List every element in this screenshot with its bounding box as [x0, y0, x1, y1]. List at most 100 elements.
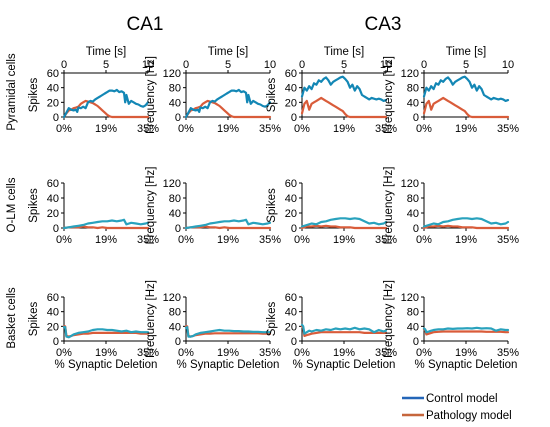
y-tick-label: 20 — [285, 321, 297, 333]
header-ca3: CA3 — [365, 14, 402, 35]
series-line-control — [184, 218, 272, 230]
x-tick-label: 19% — [217, 347, 239, 359]
y-tick-label: 40 — [169, 208, 181, 220]
series-line-control — [62, 326, 150, 339]
time-tick-label: 10 — [142, 59, 154, 71]
y-tick-label: 120 — [163, 178, 181, 190]
panel-ca3-o-lm-cellsspikes: 0 20 40 60 Spikes 0% 19% 35% — [266, 178, 397, 246]
series-line-pathology — [300, 224, 388, 230]
x-tick-label: 19% — [217, 123, 239, 135]
x-tick-label: 35% — [259, 347, 281, 359]
y-axis-label: Spikes — [28, 77, 40, 112]
x-tick-label: 35% — [375, 347, 397, 359]
x-tick-label: 0% — [178, 347, 194, 359]
x-tick-label: 0% — [294, 234, 310, 246]
panel-ca3-pyramidal-cellsspikes: 0 20 40 60 Spikes 0% 19% 35% 0 5 10 Time [s] — [266, 46, 397, 135]
y-tick-label: 40 — [407, 97, 419, 109]
y-tick-label: 80 — [169, 83, 181, 95]
time-axis-label: Time [s] — [446, 46, 486, 58]
y-tick-label: 20 — [285, 208, 297, 220]
panel-ca1-pyramidal-cellsfrequency-hz: 0 40 80 120 Frequency [Hz] 0% 19% 35% 0 5 10 Time [… — [145, 46, 281, 135]
x-tick-label: 0% — [178, 234, 194, 246]
series-line-control — [184, 326, 272, 338]
y-axis-label: Frequency [Hz] — [383, 280, 395, 358]
y-axis-label: Frequency [Hz] — [145, 56, 157, 134]
x-tick-label: 35% — [259, 123, 281, 135]
y-tick-label: 40 — [285, 193, 297, 205]
panel-ca1-o-lm-cellsspikes: 0 20 40 60 Spikes 0% 19% 35% — [28, 178, 159, 246]
legend-label-pathology: Pathology model — [426, 410, 512, 422]
series-line-pathology — [422, 224, 510, 230]
panel-ca1-pyramidal-cellsspikes: 0 20 40 60 Spikes 0% 19% 35% 0 5 10 Time [s] — [28, 46, 159, 135]
x-tick-label: 19% — [455, 123, 477, 135]
legend-label-control: Control model — [426, 393, 498, 405]
panel-ca3-pyramidal-cellsfrequency-hz: 0 40 80 120 Frequency [Hz] 0% 19% 35% 0 5 10 Time [… — [383, 46, 519, 135]
y-tick-label: 0 — [291, 336, 297, 348]
x-tick-label: 0% — [416, 123, 432, 135]
y-tick-label: 80 — [407, 193, 419, 205]
x-tick-label: 35% — [497, 123, 519, 135]
y-tick-label: 40 — [407, 208, 419, 220]
time-tick-label: 10 — [380, 59, 392, 71]
y-tick-label: 0 — [291, 112, 297, 124]
x-tick-label: 19% — [217, 234, 239, 246]
row-label-pyramidal: Pyramidal cells — [6, 53, 18, 131]
y-tick-label: 120 — [401, 178, 419, 190]
y-tick-label: 120 — [163, 292, 181, 304]
x-tick-label: 19% — [455, 347, 477, 359]
x-tick-label: 19% — [333, 347, 355, 359]
y-tick-label: 20 — [285, 97, 297, 109]
x-tick-label: 35% — [497, 347, 519, 359]
series-line-pathology — [62, 99, 150, 119]
time-tick-label: 0 — [421, 59, 427, 71]
y-tick-label: 60 — [47, 292, 59, 304]
series-line-control — [62, 218, 150, 230]
y-axis-label: Frequency [Hz] — [145, 280, 157, 358]
y-tick-label: 60 — [285, 68, 297, 80]
series-line-pathology — [300, 325, 388, 337]
y-tick-label: 0 — [413, 223, 419, 235]
y-tick-label: 0 — [413, 336, 419, 348]
series-line-control — [300, 217, 388, 228]
x-tick-label: 19% — [95, 347, 117, 359]
series-line-control — [422, 217, 510, 228]
y-tick-label: 120 — [401, 292, 419, 304]
y-tick-label: 40 — [285, 83, 297, 95]
x-tick-label: 19% — [333, 234, 355, 246]
x-axis-label: % Synaptic Deletion — [293, 359, 396, 371]
time-tick-label: 5 — [463, 59, 469, 71]
y-tick-label: 40 — [407, 321, 419, 333]
x-tick-label: 35% — [375, 123, 397, 135]
time-tick-label: 0 — [61, 59, 67, 71]
y-tick-label: 0 — [53, 223, 59, 235]
y-axis-label: Frequency [Hz] — [383, 167, 395, 245]
panel-ca1-basket-cellsfrequency-hz: 0 40 80 120 Frequency [Hz] 0% 19% 35%% Synaptic… — [145, 280, 281, 371]
y-tick-label: 0 — [175, 112, 181, 124]
y-axis-label: Spikes — [266, 188, 278, 223]
panel-ca3-basket-cellsfrequency-hz: 0 40 80 120 Frequency [Hz] 0% 19% 35%% Synaptic… — [383, 280, 519, 371]
x-tick-label: 35% — [259, 234, 281, 246]
y-tick-label: 80 — [169, 307, 181, 319]
x-axis-label: % Synaptic Deletion — [55, 359, 158, 371]
time-tick-label: 10 — [502, 59, 514, 71]
series-line-control — [422, 326, 510, 334]
time-tick-label: 10 — [264, 59, 276, 71]
y-axis-label: Frequency [Hz] — [383, 56, 395, 134]
x-tick-label: 0% — [56, 347, 72, 359]
y-tick-label: 0 — [53, 336, 59, 348]
x-tick-label: 19% — [95, 234, 117, 246]
y-tick-label: 0 — [291, 223, 297, 235]
y-tick-label: 0 — [175, 223, 181, 235]
y-tick-label: 60 — [47, 68, 59, 80]
y-tick-label: 20 — [47, 321, 59, 333]
series-line-pathology — [422, 328, 510, 336]
time-tick-label: 0 — [299, 59, 305, 71]
x-tick-label: 0% — [56, 123, 72, 135]
x-tick-label: 0% — [178, 123, 194, 135]
y-tick-label: 60 — [285, 178, 297, 190]
series-line-control — [422, 75, 510, 103]
series-line-pathology — [422, 96, 510, 119]
panel-ca1-o-lm-cellsfrequency-hz: 0 40 80 120 Frequency [Hz] 0% 19% 35% — [145, 167, 281, 246]
y-axis-label: Spikes — [266, 77, 278, 112]
